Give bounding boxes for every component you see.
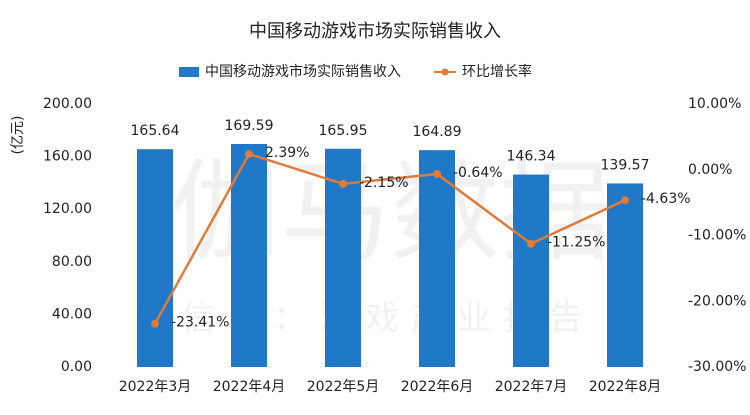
line-value-label: -23.41% — [171, 315, 229, 331]
y-tick-label: 40.00 — [52, 306, 92, 322]
legend-swatch — [441, 68, 449, 76]
bar-value-label: 169.59 — [225, 118, 274, 134]
bar — [419, 150, 455, 367]
y-tick-label: 200.00 — [43, 96, 92, 112]
bar-value-label: 146.34 — [507, 149, 556, 165]
legend-label: 环比增长率 — [462, 63, 532, 80]
bar-value-label: 165.64 — [131, 123, 180, 139]
y2-tick-label: 0.00% — [688, 162, 732, 178]
x-tick-label: 2022年7月 — [495, 379, 568, 395]
line-value-label: 2.39% — [265, 145, 309, 161]
line-value-label: -0.64% — [453, 165, 503, 181]
x-tick-label: 2022年5月 — [307, 379, 380, 395]
bar-value-label: 164.89 — [413, 124, 462, 140]
line-point — [433, 169, 441, 178]
line-point — [339, 179, 347, 188]
bar — [513, 174, 549, 367]
legend-swatch — [179, 67, 199, 77]
y-tick-label: 160.00 — [43, 149, 92, 165]
x-tick-label: 2022年3月 — [119, 379, 192, 395]
line-value-label: -2.15% — [359, 175, 409, 191]
y-tick-label: 0.00 — [61, 359, 92, 375]
line-value-label: -11.25% — [547, 235, 605, 251]
y2-tick-label: -20.00% — [688, 293, 746, 309]
legend-label: 中国移动游戏市场实际销售收入 — [205, 63, 401, 80]
line-value-label: -4.63% — [641, 191, 691, 207]
y2-tick-label: 10.00% — [688, 96, 741, 112]
bar — [231, 143, 267, 367]
bar — [607, 183, 643, 367]
line-point — [245, 150, 253, 159]
y-axis-label: (亿元) — [10, 116, 26, 155]
bar — [137, 149, 173, 367]
x-tick-label: 2022年8月 — [589, 379, 662, 395]
bar-value-label: 165.95 — [319, 123, 368, 139]
chart-title: 中国移动游戏市场实际销售收入 — [249, 21, 501, 42]
line-point — [621, 196, 629, 205]
line-point — [527, 239, 535, 248]
y-tick-label: 120.00 — [43, 201, 92, 217]
y2-tick-label: -30.00% — [688, 359, 746, 375]
y2-tick-label: -10.00% — [688, 228, 746, 244]
line-point — [151, 319, 159, 328]
bar-value-label: 139.57 — [601, 157, 650, 173]
x-tick-label: 2022年6月 — [401, 379, 474, 395]
line — [153, 152, 626, 325]
y-tick-label: 80.00 — [52, 254, 92, 270]
x-tick-label: 2022年4月 — [213, 379, 286, 395]
